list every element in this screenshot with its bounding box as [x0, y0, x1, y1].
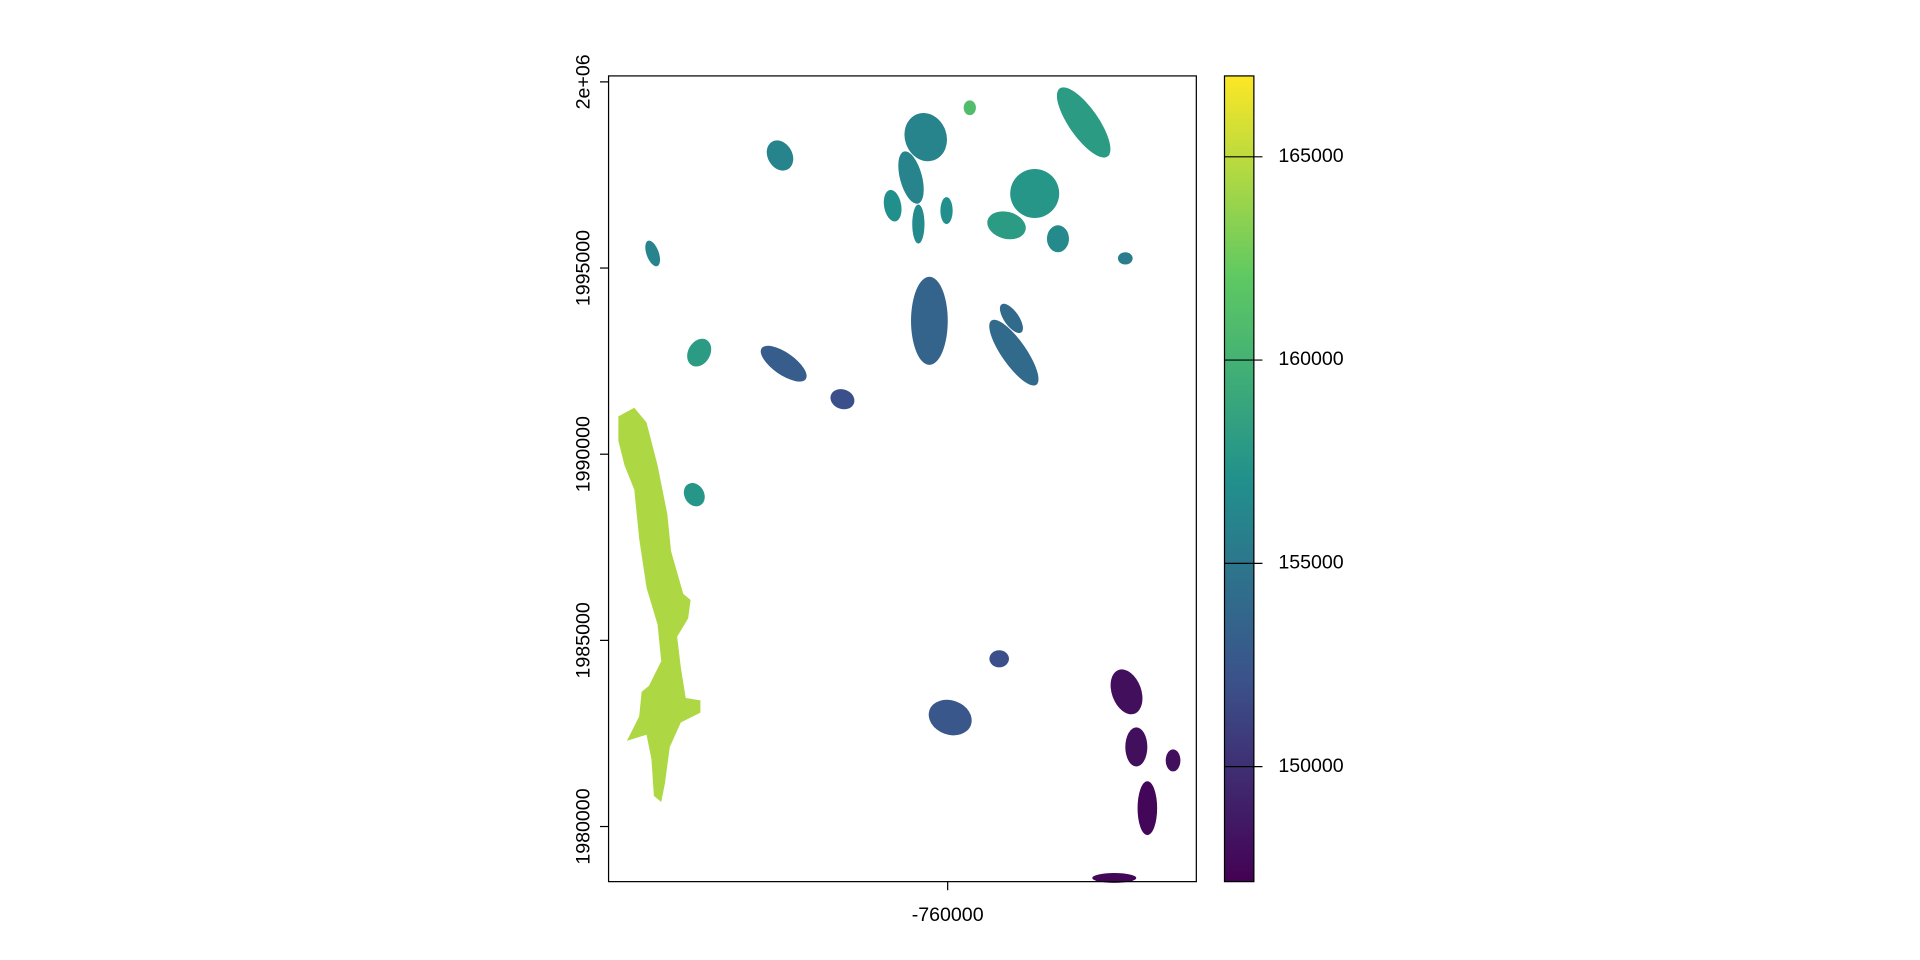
raster-patch	[1137, 781, 1158, 836]
raster-patch	[940, 197, 953, 225]
y-tick-label: 1995000	[572, 230, 594, 306]
raster-patch	[766, 140, 794, 171]
raster-patch	[911, 276, 948, 365]
raster-layer	[618, 87, 1181, 883]
y-tick-label: 1990000	[572, 416, 594, 492]
raster-patch	[830, 389, 855, 410]
raster-patch	[1056, 87, 1111, 158]
raster-patch	[904, 113, 947, 162]
raster-patch	[1110, 669, 1143, 715]
raster-patch	[683, 483, 705, 507]
colorbar	[1223, 75, 1255, 883]
raster-patch	[898, 151, 924, 204]
raster-patch	[989, 650, 1009, 668]
raster-patch	[912, 204, 925, 244]
colorbar-tick-label: 155000	[1278, 552, 1343, 574]
y-tick-label: 1985000	[572, 602, 594, 678]
raster-patch	[1117, 252, 1133, 265]
raster-patch	[999, 303, 1023, 334]
raster-patch	[1046, 225, 1069, 253]
raster-patch	[989, 319, 1039, 386]
y-tick-label: 2e+06	[572, 54, 594, 109]
y-tick-label: 1980000	[572, 788, 594, 864]
colorbar-tick-label: 150000	[1278, 755, 1343, 777]
raster-patch	[1092, 873, 1137, 883]
raster-patch	[618, 407, 701, 803]
raster-patch	[687, 338, 712, 367]
raster-patch	[760, 345, 807, 382]
raster-patch	[928, 699, 972, 736]
raster-patch	[645, 240, 661, 267]
x-tick-label: -760000	[912, 904, 984, 926]
raster-patch	[1165, 749, 1181, 772]
colorbar-tick-label: 160000	[1278, 348, 1343, 370]
raster-patch	[987, 211, 1026, 240]
colorbar-tick-label: 165000	[1278, 145, 1343, 167]
raster-patch	[963, 100, 976, 116]
raster-patch	[883, 189, 902, 222]
raster-patch	[1125, 727, 1148, 767]
plot-frame	[607, 75, 1197, 883]
raster-patch	[1010, 168, 1060, 218]
